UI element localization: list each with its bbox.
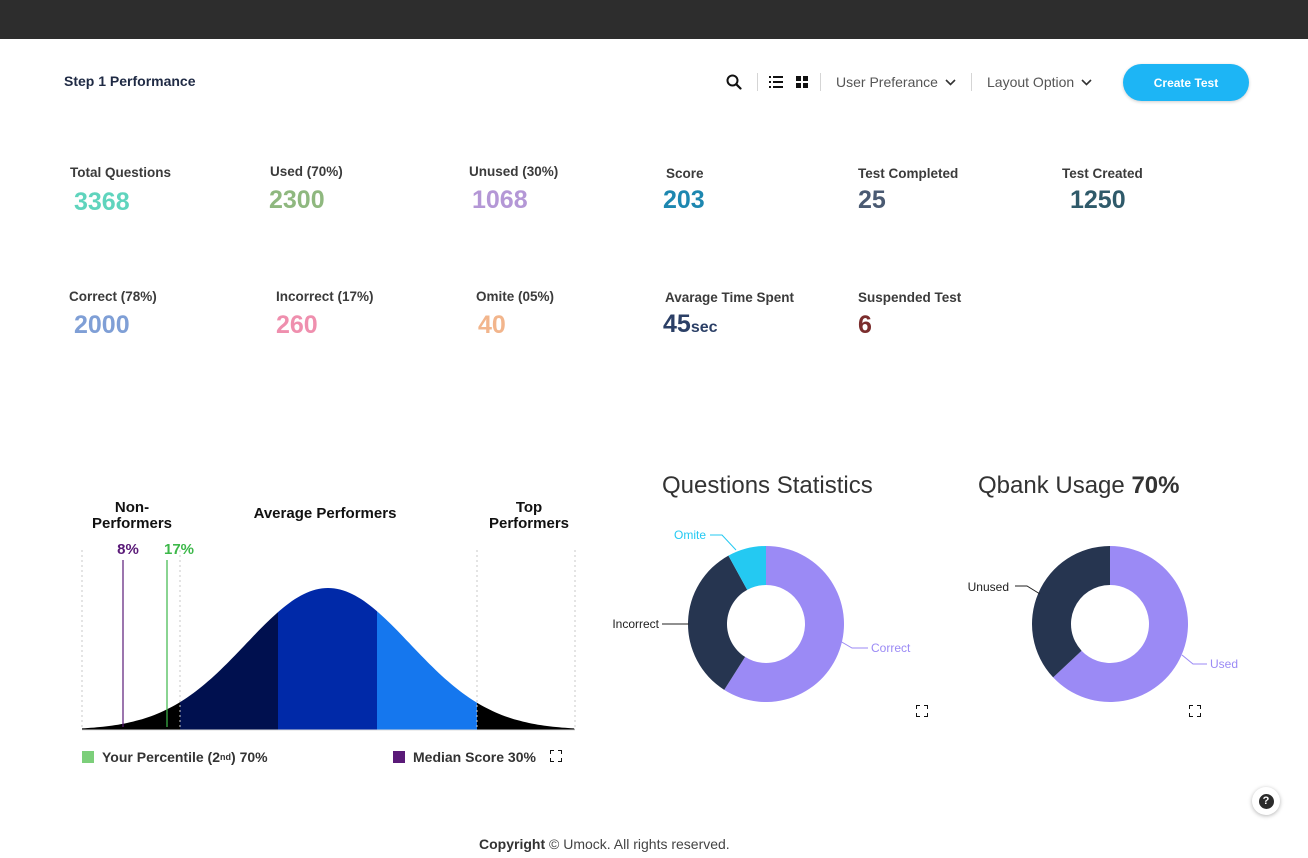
donut-slice-incorrect[interactable] <box>688 555 748 690</box>
legend-median-text: Median Score 30% <box>413 749 536 765</box>
toolbar-divider <box>820 73 821 91</box>
expand-icon[interactable] <box>1189 705 1201 717</box>
used-value: 2300 <box>269 186 325 214</box>
percentile-curve-chart: Non- Performers Average Performers Top P… <box>81 499 576 731</box>
avg-time-label: Avarage Time Spent <box>665 290 795 305</box>
create-test-button[interactable]: Create Test <box>1123 64 1249 101</box>
avg-time-number: 45 <box>663 310 691 338</box>
top-bar <box>0 0 1308 39</box>
donut-slice-used[interactable] <box>1053 546 1188 702</box>
questions-statistics-donut: Correct Incorrect Omite <box>612 528 911 702</box>
help-button[interactable]: ? <box>1252 787 1280 815</box>
unused-value: 1068 <box>472 186 528 214</box>
user-preference-label: User Preferance <box>836 74 938 90</box>
chevron-down-icon <box>1081 78 1092 86</box>
donut-slice-omite[interactable] <box>728 546 766 590</box>
user-preference-dropdown[interactable]: User Preferance <box>836 74 956 90</box>
incorrect-label: Incorrect (17%) <box>276 289 374 304</box>
correct-value: 2000 <box>74 311 130 339</box>
layout-option-label: Layout Option <box>987 74 1075 90</box>
suspended-value: 6 <box>858 311 872 339</box>
legend-swatch-purple <box>393 751 405 763</box>
qbank-usage-title-text: Qbank Usage <box>978 472 1125 499</box>
top-performers-label-line1: Top <box>516 499 542 516</box>
grid-view-icon[interactable] <box>793 72 811 92</box>
search-icon[interactable] <box>725 72 743 92</box>
top-performers-label-line2: Performers <box>489 515 569 532</box>
donut-label-leader <box>1015 585 1041 595</box>
donut-label-correct: Correct <box>871 641 911 655</box>
median-marker-label: 8% <box>117 541 139 558</box>
average-performers-label: Average Performers <box>254 505 397 522</box>
non-performers-label-line2: Performers <box>92 515 172 532</box>
non-performers-label-line1: Non- <box>115 499 149 516</box>
question-mark-icon: ? <box>1258 793 1274 809</box>
footer-copyright: Copyright © Umock. All rights reserved. <box>479 836 730 852</box>
curve-region-below-average <box>180 588 278 730</box>
expand-icon[interactable] <box>916 705 928 717</box>
toolbar-divider <box>757 73 758 91</box>
legend-your-sup: nd <box>220 752 232 762</box>
list-view-icon[interactable] <box>767 72 785 92</box>
qbank-usage-title: Qbank Usage 70% <box>978 472 1179 500</box>
omite-value: 40 <box>478 311 506 339</box>
test-completed-label: Test Completed <box>858 166 959 181</box>
qbank-usage-percent: 70% <box>1131 472 1180 499</box>
questions-statistics-title: Questions Statistics <box>662 472 873 499</box>
donut-label-leader <box>710 534 737 551</box>
your-percentile-marker-label: 17% <box>164 541 194 558</box>
legend-swatch-green <box>82 751 94 763</box>
unused-label: Unused (30%) <box>469 164 559 179</box>
donut-label-leader <box>839 640 868 649</box>
avg-time-value: 45sec <box>663 310 718 339</box>
total-questions-value: 3368 <box>74 188 130 216</box>
legend-your-tail: ) 70% <box>231 749 268 765</box>
suspended-label: Suspended Test <box>858 290 962 305</box>
donut-slice-unused[interactable] <box>1032 546 1110 678</box>
correct-label: Correct (78%) <box>69 289 157 304</box>
test-completed-value: 25 <box>858 186 886 214</box>
legend-your-percentile: Your Percentile (2 nd) 70% <box>82 749 268 765</box>
page-title: Step 1 Performance <box>64 73 196 89</box>
layout-option-dropdown[interactable]: Layout Option <box>987 74 1092 90</box>
donut-slice-correct[interactable] <box>724 546 844 702</box>
donut-label-unused: Unused <box>968 580 1009 594</box>
incorrect-value: 260 <box>276 311 318 339</box>
copyright-bold: Copyright <box>479 836 546 852</box>
used-label: Used (70%) <box>270 164 343 179</box>
toolbar-divider <box>971 73 972 91</box>
test-created-label: Test Created <box>1062 166 1143 181</box>
score-value: 203 <box>663 186 705 214</box>
score-label: Score <box>666 166 704 181</box>
copyright-text: © Umock. All rights reserved. <box>549 836 730 852</box>
donut-label-used: Used <box>1210 657 1238 671</box>
donut-label-leader <box>1181 654 1207 665</box>
test-created-value: 1250 <box>1070 186 1126 214</box>
qbank-usage-donut: Used Unused <box>968 546 1238 702</box>
legend-median-score: Median Score 30% <box>393 749 536 765</box>
donut-label-incorrect: Incorrect <box>612 617 659 631</box>
curve-region-above-average <box>377 588 477 730</box>
expand-icon[interactable] <box>550 750 562 762</box>
donut-label-omite: Omite <box>674 528 706 542</box>
omite-label: Omite (05%) <box>476 289 555 304</box>
avg-time-unit: sec <box>690 319 718 336</box>
curve-region-average <box>278 588 377 730</box>
legend-your-text: Your Percentile (2 <box>102 749 221 765</box>
chevron-down-icon <box>945 78 956 86</box>
total-questions-label: Total Questions <box>70 165 172 180</box>
